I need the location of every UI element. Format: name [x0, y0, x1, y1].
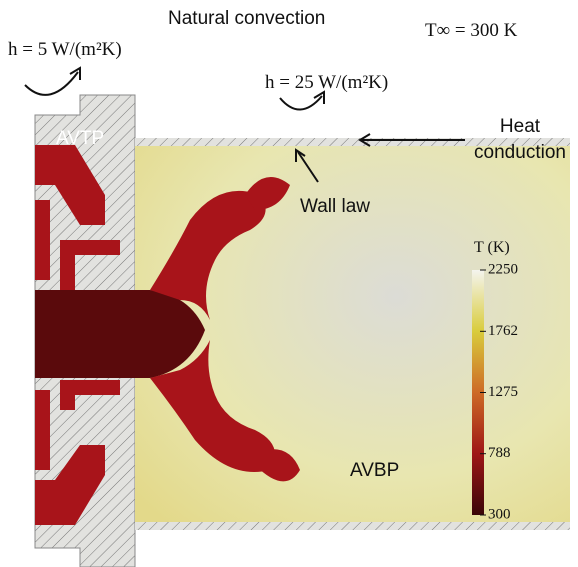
colorbar-tick-label: 1275: [488, 384, 518, 400]
colorbar-tick-label: 788: [488, 445, 511, 461]
heat-conduction: Heat: [500, 116, 541, 137]
t-inf: T∞ = 300 K: [425, 20, 518, 41]
top-label: Natural convection: [168, 8, 325, 29]
colorbar-tick-label: 1762: [488, 323, 518, 339]
colorbar: T (K) 300 788 1275 1762 2250: [472, 239, 518, 522]
colorbar-title: T (K): [474, 239, 510, 256]
flame: [35, 145, 300, 525]
colorbar-tick-label: 2250: [488, 261, 518, 277]
wall-law: Wall law: [300, 196, 370, 217]
top-wall: [135, 138, 570, 146]
colorbar-tick-label: 300: [488, 506, 511, 522]
fluid-label: AVBP: [350, 460, 399, 481]
bottom-wall: [135, 522, 570, 530]
solid-label: AVTP: [56, 128, 104, 149]
h-outer: h = 5 W/(m²K): [8, 39, 122, 60]
arrows: [24, 66, 465, 183]
h-inner: h = 25 W/(m²K): [265, 72, 388, 93]
heat-conduction: conduction: [474, 142, 566, 163]
